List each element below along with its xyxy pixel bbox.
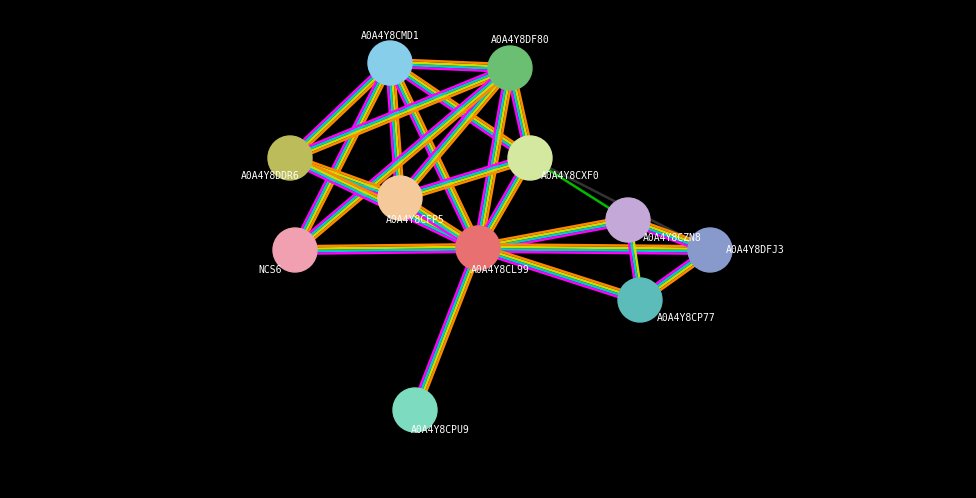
Circle shape xyxy=(273,228,317,272)
Circle shape xyxy=(393,388,437,432)
Circle shape xyxy=(508,136,552,180)
Text: A0A4Y8CMD1: A0A4Y8CMD1 xyxy=(360,31,420,41)
Circle shape xyxy=(378,176,422,220)
Text: A0A4Y8CXF0: A0A4Y8CXF0 xyxy=(541,171,599,181)
Text: A0A4Y8DF80: A0A4Y8DF80 xyxy=(491,35,549,45)
Circle shape xyxy=(618,278,662,322)
Text: A0A4Y8CP77: A0A4Y8CP77 xyxy=(657,313,715,323)
Text: A0A4Y8CFP5: A0A4Y8CFP5 xyxy=(386,215,444,225)
Circle shape xyxy=(268,136,312,180)
Circle shape xyxy=(456,226,500,270)
Circle shape xyxy=(606,198,650,242)
Circle shape xyxy=(688,228,732,272)
Text: A0A4Y8CL99: A0A4Y8CL99 xyxy=(470,265,529,275)
Text: NCS6: NCS6 xyxy=(259,265,282,275)
Text: A0A4Y8CPU9: A0A4Y8CPU9 xyxy=(411,425,469,435)
Text: A0A4Y8DFJ3: A0A4Y8DFJ3 xyxy=(725,245,785,255)
Circle shape xyxy=(488,46,532,90)
Text: A0A4Y8CZN8: A0A4Y8CZN8 xyxy=(642,233,702,243)
Text: A0A4Y8DDR6: A0A4Y8DDR6 xyxy=(241,171,300,181)
Circle shape xyxy=(368,41,412,85)
